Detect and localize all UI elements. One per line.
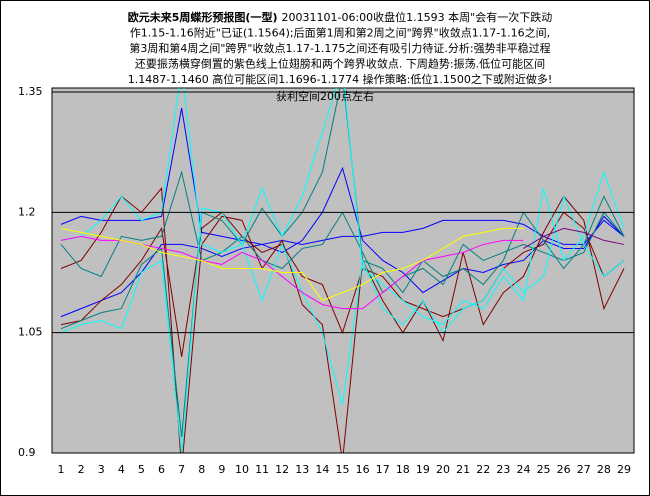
y-tick-label: 1.05 [18,326,43,339]
x-tick-label: 22 [476,463,490,476]
y-tick-label: 1.35 [18,85,43,98]
x-tick-label: 25 [537,463,551,476]
series-line [60,107,625,294]
x-tick-label: 28 [597,463,611,476]
series-line [523,227,625,249]
x-tick-label: 11 [255,463,269,476]
x-tick-label: 29 [617,463,631,476]
x-tick-label: 15 [336,463,350,476]
x-tick-label: 7 [178,463,185,476]
subtitle-line: 20031101-06:00收盘位1.1593 本周"会有一次下跌动 [282,10,553,24]
x-tick-label: 26 [557,463,571,476]
x-tick-label: 5 [138,463,145,476]
x-tick-label: 23 [496,463,510,476]
subtitle-line: 第3周和第4周之间"跨界"收敛点1.17-1.175之间还有吸引力待证.分析:强… [129,41,550,55]
x-tick-label: 12 [275,463,289,476]
x-tick-label: 21 [456,463,470,476]
x-tick-label: 14 [315,463,329,476]
series-line [60,88,625,453]
plot-area [51,87,635,454]
x-tick-label: 16 [356,463,370,476]
chart-title: 欧元未来5周蝶形预报图(一型) [128,10,278,24]
series-line [60,88,625,406]
y-tick-label: 0.9 [18,446,36,459]
series-line [60,88,625,438]
x-tick-label: 20 [436,463,450,476]
title-line: 欧元未来5周蝶形预报图(一型) 20031101-06:00收盘位1.1593 本… [128,10,552,24]
x-tick-label: 10 [235,463,249,476]
subtitle-line: 作1.15-1.16附近"已证(1.1564);后面第1周和第2周之间"跨界"收… [130,26,550,40]
x-tick-label: 2 [78,463,85,476]
y-tick-label: 1.2 [18,205,36,218]
subtitle-line: 还要振荡横穿倒置的紫色线上位翅膀和两个跨界收敛点. 下周趋势:振荡.低位可能区间 [135,57,545,71]
x-tick-label: 19 [416,463,430,476]
x-tick-label: 6 [158,463,165,476]
series-line [60,227,524,302]
x-tick-label: 13 [295,463,309,476]
x-tick-label: 9 [218,463,225,476]
x-tick-label: 24 [516,463,530,476]
annotation: 获利空间200点左右 [276,89,374,103]
subtitle-line: 1.1487-1.1460 高位可能区间1.1696-1.1774 操作策略:低… [128,72,553,86]
x-tick-label: 18 [396,463,410,476]
x-tick-label: 27 [577,463,591,476]
x-tick-label: 17 [376,463,390,476]
x-tick-label: 1 [58,463,65,476]
x-tick-label: 8 [198,463,205,476]
x-tick-label: 3 [98,463,105,476]
x-tick-label: 4 [118,463,125,476]
